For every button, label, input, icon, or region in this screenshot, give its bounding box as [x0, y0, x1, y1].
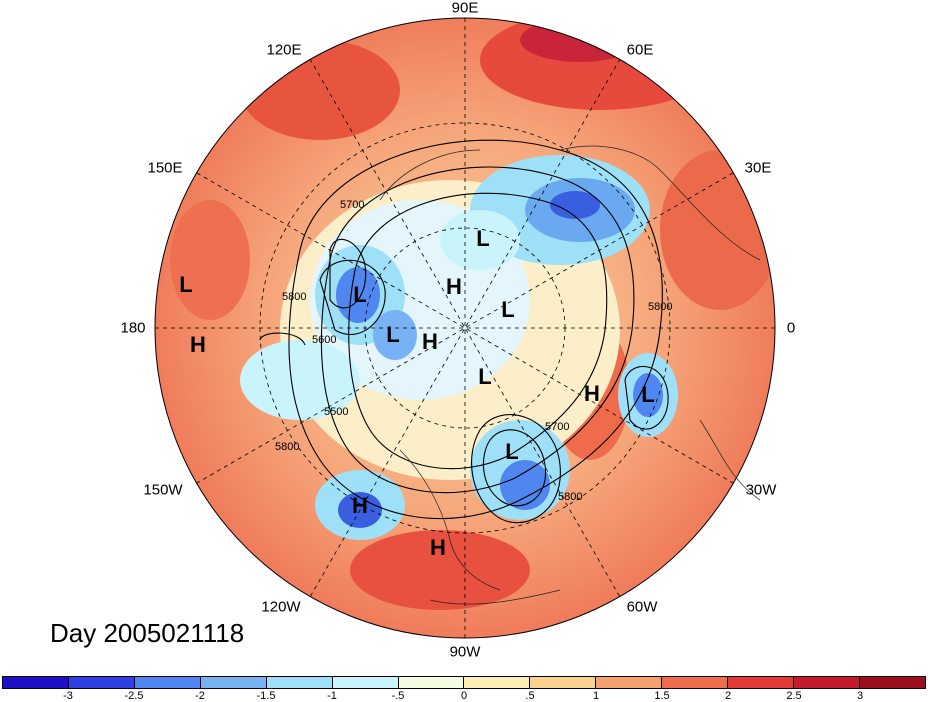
colorbar-tick-label: -3 [63, 690, 73, 702]
colorbar-swatch [134, 677, 201, 688]
pressure-system-label: L [179, 272, 193, 297]
colorbar-tick-label: 3 [856, 690, 864, 702]
colorbar-tick-label: 2.5 [786, 690, 802, 702]
pressure-system-label: H [190, 332, 206, 357]
colorbar-swatch [332, 677, 399, 688]
colorbar-swatch [859, 677, 925, 688]
longitude-label-90w: 90W [449, 643, 481, 661]
pressure-system-label: L [476, 226, 490, 251]
contour-label-group: 5700 5800 5600 5500 5800 5700 5800 5800 [275, 199, 672, 503]
longitude-label-180: 180 [120, 319, 146, 337]
longitude-label-30e: 30E [744, 159, 772, 177]
pressure-system-label: L [386, 322, 400, 347]
pressure-system-label: L [478, 364, 492, 389]
longitude-label-30w: 30W [745, 481, 777, 499]
colorbar-tick-label: -2.5 [124, 690, 144, 702]
colorbar-swatch [266, 677, 333, 688]
contour-label: 5800 [282, 291, 306, 303]
contour-label: 5800 [558, 491, 582, 503]
longitude-label-150e: 150E [147, 159, 183, 177]
longitude-label-0: 0 [786, 319, 796, 337]
colorbar-tick-label: 2 [724, 690, 732, 702]
colorbar-swatch [662, 677, 729, 688]
coastlines [379, 145, 761, 605]
contour-label: 5700 [340, 199, 364, 211]
colorbar-swatch [398, 677, 465, 688]
longitude-label-120w: 120W [261, 598, 301, 616]
contour-label: 5800 [275, 441, 299, 453]
longitude-label-60w: 60W [626, 598, 658, 616]
colorbar-swatch [728, 677, 795, 688]
colorbar-tick-label: -1 [327, 690, 337, 702]
colorbar-swatch [530, 677, 597, 688]
anomaly-field [155, 18, 775, 638]
longitude-label-60e: 60E [626, 41, 654, 59]
graticule [155, 18, 775, 638]
colorbar-swatch [464, 677, 531, 688]
contour-label: 5500 [324, 406, 348, 418]
colorbar-tick-label: -1.5 [256, 690, 276, 702]
colorbar-tick-label: 0 [460, 690, 468, 702]
pressure-system-label: L [501, 297, 515, 322]
colorbar-tick-label: -2 [195, 690, 205, 702]
colorbar [2, 676, 926, 689]
height-contours [259, 139, 669, 524]
colorbar-swatch [200, 677, 267, 688]
colorbar-swatch [596, 677, 663, 688]
date-title: Day 2005021118 [50, 618, 245, 648]
contour-label: 5800 [648, 301, 672, 313]
colorbar-swatch [3, 677, 69, 688]
pressure-system-label: H [352, 493, 368, 518]
longitude-label-150w: 150W [143, 481, 183, 499]
pressure-system-label: L [641, 382, 655, 407]
pressure-system-label: H [430, 535, 446, 560]
colorbar-tick-label: -.5 [391, 690, 405, 702]
colorbar-tick-label: 1 [592, 690, 600, 702]
colorbar-tick-label: 1.5 [654, 690, 670, 702]
map-boundary [154, 17, 776, 639]
pressure-system-label: H [446, 274, 462, 299]
pressure-system-label: L [353, 282, 367, 307]
longitude-label-120e: 120E [266, 41, 302, 59]
contour-label: 5600 [312, 334, 336, 346]
colorbar-swatch [68, 677, 135, 688]
longitude-label-90e: 90E [451, 0, 479, 17]
pressure-system-label: H [584, 381, 600, 406]
colorbar-tick-label: .5 [525, 690, 535, 702]
pressure-system-label: L [505, 439, 519, 464]
contour-label: 5700 [545, 421, 569, 433]
colorbar-swatch [794, 677, 860, 688]
pressure-system-label: H [422, 329, 438, 354]
